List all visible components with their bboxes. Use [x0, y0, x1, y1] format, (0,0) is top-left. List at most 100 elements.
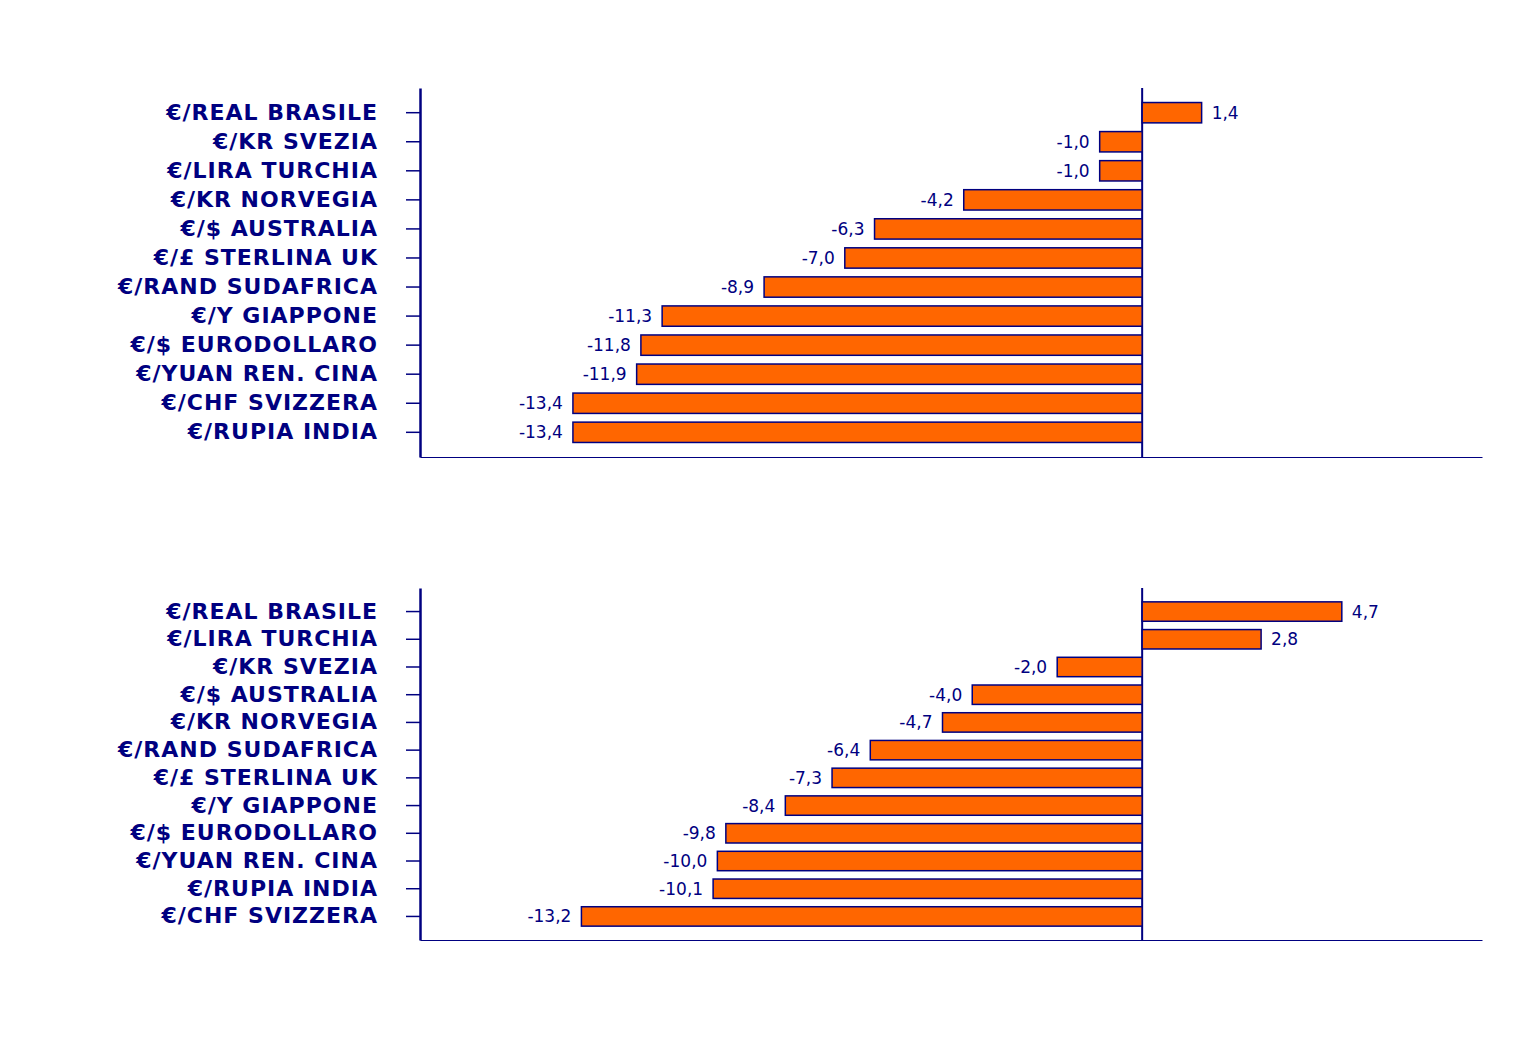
tick-mark [406, 170, 420, 172]
tick: €/RAND SUDAFRICA [117, 737, 420, 762]
tick-label: €/RUPIA INDIA [187, 876, 378, 901]
category-axis: €/REAL BRASILE€/LIRA TURCHIA €/KR SVEZIA €… [117, 589, 420, 941]
bar [870, 740, 1142, 759]
tick-label: €/REAL BRASILE [165, 100, 378, 125]
data-label: -7,3 [789, 768, 822, 788]
bar [573, 393, 1142, 413]
data-label: 1,4 [1212, 103, 1239, 123]
axis-line [421, 940, 1483, 941]
bars [581, 602, 1341, 926]
bar [717, 851, 1142, 870]
tick-label: €/Y GIAPPONE [190, 793, 378, 818]
bar [943, 713, 1143, 732]
bars [573, 103, 1202, 443]
bar [875, 219, 1143, 239]
chart-0: 1,4-1,0-1,0-4,2-6,3-7,0-8,9-11,3-11,8-11… [117, 88, 1482, 458]
tick-label: €/$ AUSTRALIA [179, 216, 378, 241]
tick-mark [406, 402, 420, 404]
tick-label: €/KR SVEZIA [212, 654, 378, 679]
tick-mark [406, 639, 420, 641]
tick: €/RUPIA INDIA [187, 419, 420, 444]
tick: €/£ STERLINA UK [153, 765, 420, 790]
tick-label: €/RAND SUDAFRICA [117, 274, 378, 299]
tick: €/£ STERLINA UK [153, 245, 420, 270]
tick-label: €/£ STERLINA UK [153, 765, 378, 790]
value-axis [421, 940, 1483, 942]
tick-mark [406, 888, 420, 890]
tick-mark [406, 694, 420, 696]
tick-mark [406, 611, 420, 613]
tick: €/REAL BRASILE [165, 100, 420, 125]
bar [581, 907, 1142, 926]
tick: €/KR SVEZIA [212, 129, 420, 154]
tick: €/CHF SVIZZERA [160, 903, 420, 928]
tick-label: €/CHF SVIZZERA [160, 903, 378, 928]
bar [1100, 161, 1142, 181]
tick-mark [406, 666, 420, 668]
tick-label: €/REAL BRASILE [165, 599, 378, 624]
data-label: 2,8 [1271, 629, 1298, 649]
tick-label: €/RUPIA INDIA [187, 419, 378, 444]
tick-mark [406, 722, 420, 724]
bar [964, 190, 1142, 210]
tick-mark [406, 373, 420, 375]
tick: €/$ AUSTRALIA [179, 216, 420, 241]
bar [764, 277, 1142, 297]
axis-line [419, 89, 422, 458]
data-labels: 4,72,8-2,0-4,0-4,7-6,4-7,3-8,4-9,8-10,0-… [527, 602, 1378, 927]
data-label: -11,3 [608, 306, 652, 326]
bar [1142, 602, 1342, 621]
category-axis: €/REAL BRASILE €/KR SVEZIA €/LIRA TURCHIA €… [117, 89, 420, 458]
data-label: -1,0 [1057, 132, 1090, 152]
data-label: -13,2 [527, 906, 571, 926]
tick-label: €/$ EURODOLLARO [129, 820, 378, 845]
axis-line [421, 457, 1483, 458]
tick-label: €/LIRA TURCHIA [166, 158, 378, 183]
bar [713, 879, 1142, 898]
data-label: -13,4 [519, 393, 563, 413]
tick: €/Y GIAPPONE [190, 303, 420, 328]
bar [1057, 657, 1142, 676]
tick-mark [406, 315, 420, 317]
bar [832, 768, 1142, 787]
tick-mark [406, 833, 420, 835]
data-label: -4,0 [929, 685, 962, 705]
tick-mark [406, 344, 420, 346]
data-label: -9,8 [683, 823, 716, 843]
data-label: -4,7 [899, 712, 932, 732]
data-label: -7,0 [802, 248, 835, 268]
tick-mark [406, 257, 420, 259]
tick-label: €/KR NORVEGIA [170, 709, 378, 734]
tick: €/$ AUSTRALIA [179, 682, 420, 707]
tick: €/REAL BRASILE [165, 599, 420, 624]
tick-label: €/£ STERLINA UK [153, 245, 378, 270]
tick-mark [406, 749, 420, 751]
tick-mark [406, 228, 420, 230]
tick: €/KR NORVEGIA [170, 709, 420, 734]
tick: €/YUAN REN. CINA [135, 848, 420, 873]
bar [785, 796, 1142, 815]
data-label: -11,8 [587, 335, 631, 355]
tick-label: €/RAND SUDAFRICA [117, 737, 378, 762]
bar [1142, 103, 1201, 123]
tick-label: €/YUAN REN. CINA [135, 361, 378, 386]
axis-line [419, 589, 422, 941]
data-label: -8,4 [742, 796, 775, 816]
data-label: -10,1 [659, 879, 703, 899]
data-label: -2,0 [1014, 657, 1047, 677]
bar [662, 306, 1142, 326]
chart-1: 4,72,8-2,0-4,0-4,7-6,4-7,3-8,4-9,8-10,0-… [117, 588, 1482, 941]
tick: €/$ EURODOLLARO [129, 820, 420, 845]
tick-label: €/Y GIAPPONE [190, 303, 378, 328]
bar [972, 685, 1142, 704]
bar [641, 335, 1142, 355]
bar [845, 248, 1142, 268]
tick-label: €/LIRA TURCHIA [166, 626, 378, 651]
bar [1142, 630, 1261, 649]
tick-mark [406, 432, 420, 434]
tick-mark [406, 805, 420, 807]
tick-label: €/KR SVEZIA [212, 129, 378, 154]
tick-label: €/$ AUSTRALIA [179, 682, 378, 707]
tick-mark [406, 141, 420, 143]
data-label: -1,0 [1057, 161, 1090, 181]
